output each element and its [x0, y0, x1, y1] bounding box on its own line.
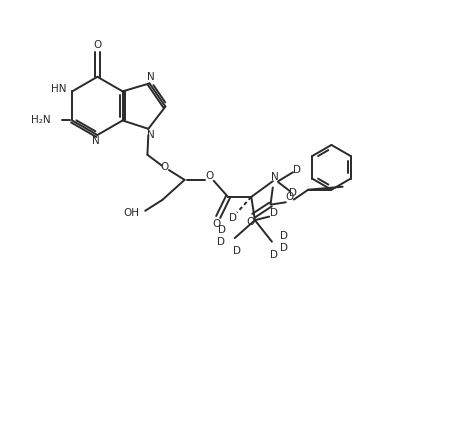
Text: N: N: [147, 72, 154, 82]
Text: D: D: [218, 225, 226, 235]
Text: N: N: [271, 172, 279, 182]
Text: D: D: [233, 246, 241, 256]
Text: D: D: [292, 166, 301, 175]
Text: D: D: [217, 237, 225, 247]
Text: O: O: [205, 171, 213, 181]
Text: D: D: [230, 213, 238, 223]
Text: D: D: [280, 231, 288, 241]
Text: O: O: [247, 217, 255, 227]
Text: O: O: [212, 219, 220, 229]
Text: HN: HN: [51, 84, 67, 94]
Text: O: O: [93, 40, 102, 51]
Text: N: N: [92, 136, 99, 146]
Text: O: O: [285, 192, 293, 202]
Text: N: N: [147, 130, 154, 140]
Text: D: D: [270, 250, 278, 260]
Text: D: D: [289, 188, 297, 198]
Text: H₂N: H₂N: [31, 115, 51, 125]
Text: O: O: [160, 162, 169, 172]
Text: D: D: [270, 208, 278, 218]
Text: D: D: [280, 243, 288, 254]
Text: OH: OH: [124, 208, 140, 218]
